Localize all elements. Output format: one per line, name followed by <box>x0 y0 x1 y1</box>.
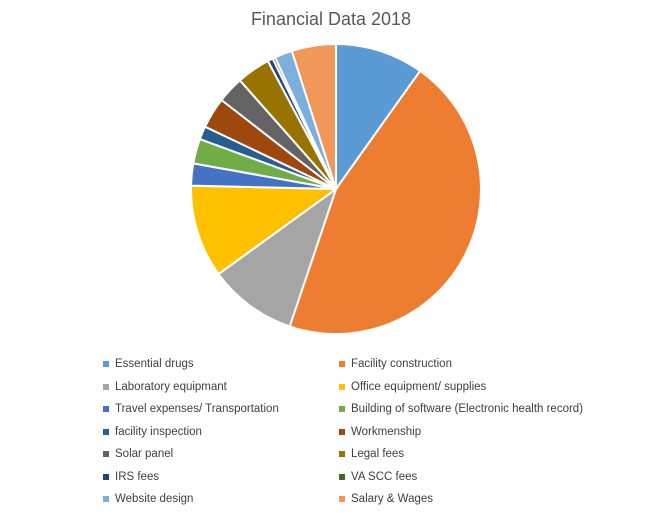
legend-label: Website design <box>115 493 194 506</box>
legend-item: Building of software (Electronic health … <box>339 398 639 421</box>
legend-swatch <box>103 383 109 390</box>
legend-item: Office equipment/ supplies <box>339 376 639 399</box>
legend-swatch <box>339 406 345 413</box>
legend-swatch <box>339 473 345 480</box>
pie-slice-salary-wages <box>290 42 337 190</box>
legend-swatch <box>339 451 345 458</box>
legend-label: Laboratory equipmant <box>115 380 227 393</box>
legend-swatch <box>103 428 109 435</box>
legend-swatch <box>103 406 109 413</box>
legend-label: Building of software (Electronic health … <box>351 403 584 416</box>
legend-item: Website design <box>103 488 339 511</box>
legend-item: VA SCC fees <box>339 466 639 489</box>
chart-legend: Essential drugs Facility construction Labo… <box>103 353 643 511</box>
legend-item: Facility construction <box>339 353 639 376</box>
legend-item: Solar panel <box>103 443 339 466</box>
pie-slice-facility-construction <box>288 69 483 335</box>
legend-label: Legal fees <box>351 448 405 461</box>
legend-label: Facility construction <box>351 358 452 371</box>
legend-item: Workmenship <box>339 421 639 444</box>
legend-item: Salary & Wages <box>339 488 639 511</box>
legend-label: VA SCC fees <box>351 470 418 483</box>
legend-swatch <box>103 496 109 503</box>
legend-label: Essential drugs <box>115 358 194 371</box>
pie-slice-essential-drugs <box>335 42 422 193</box>
pie-slice-office-equipment-supplies <box>190 184 339 276</box>
legend-label: Salary & Wages <box>351 493 434 506</box>
chart-title: Financial Data 2018 <box>250 9 412 29</box>
legend-swatch <box>103 473 109 480</box>
legend-swatch <box>339 361 345 368</box>
legend-swatch <box>103 361 109 368</box>
legend-swatch <box>339 428 345 435</box>
legend-label: facility inspection <box>115 425 202 438</box>
legend-label: Travel expenses/ Transportation <box>115 403 279 416</box>
legend-swatch <box>103 451 109 458</box>
legend-item: Travel expenses/ Transportation <box>103 398 339 421</box>
legend-label: Workmenship <box>351 425 422 438</box>
pie-slice-laboratory-equipmant <box>217 186 338 328</box>
legend-label: Office equipment/ supplies <box>351 380 487 393</box>
legend-item: Legal fees <box>339 443 639 466</box>
legend-swatch <box>339 496 345 503</box>
legend-label: Solar panel <box>115 448 174 461</box>
legend-swatch <box>339 383 345 390</box>
legend-item: Laboratory equipmant <box>103 376 339 399</box>
legend-item: Essential drugs <box>103 353 339 376</box>
legend-item: IRS fees <box>103 466 339 489</box>
legend-item: facility inspection <box>103 421 339 444</box>
legend-label: IRS fees <box>115 470 160 483</box>
